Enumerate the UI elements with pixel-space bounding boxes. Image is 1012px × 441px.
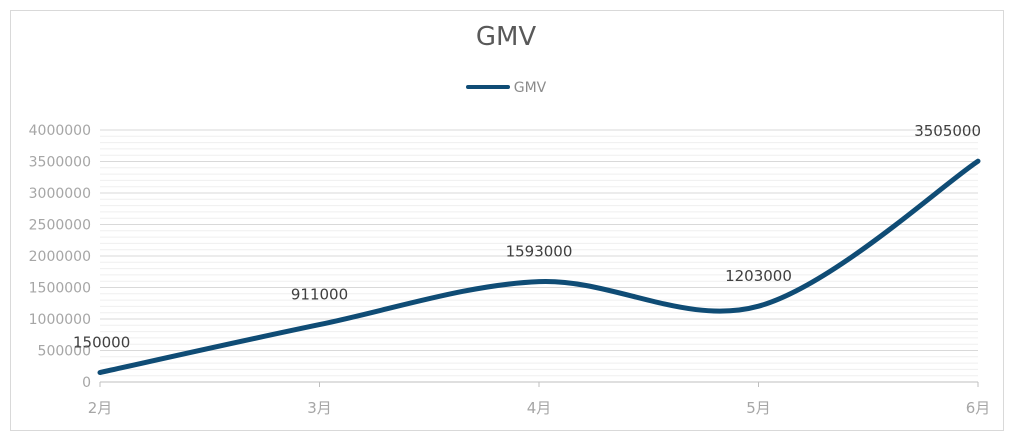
x-tick-label: 6月 [966, 399, 991, 417]
chart-frame [10, 10, 1004, 431]
grid-lines [99, 129, 979, 387]
chart-title: GMV [475, 22, 537, 52]
data-label: 1203000 [725, 267, 792, 285]
data-label: 3505000 [914, 122, 981, 140]
x-tick-label: 4月 [527, 399, 552, 417]
data-label: 1593000 [506, 243, 573, 261]
x-axis-labels: 2月 3月 4月 5月 6月 [88, 399, 991, 417]
data-label: 150000 [73, 334, 130, 352]
chart-legend: GMV [0, 80, 1012, 96]
series-group [97, 158, 981, 376]
legend-label: GMV [513, 80, 547, 96]
y-tick-label: 3500000 [29, 155, 91, 171]
y-axis-labels: 0 500000 1000000 1500000 2000000 2500000 30000… [29, 123, 91, 391]
x-tick-label: 2月 [88, 399, 113, 417]
series-line-gmv [97, 158, 981, 376]
y-tick-label: 2500000 [29, 218, 91, 234]
x-tick-label: 3月 [307, 399, 332, 417]
data-labels: 150000 911000 1593000 1203000 3505000 [73, 122, 981, 351]
x-tick-label: 5月 [746, 399, 771, 417]
y-tick-label: 500000 [38, 344, 91, 360]
y-tick-label: 0 [82, 375, 91, 391]
legend-swatch [465, 85, 510, 89]
y-tick-label: 1500000 [29, 281, 91, 297]
y-tick-label: 4000000 [29, 123, 91, 139]
data-label: 911000 [291, 286, 348, 304]
y-tick-label: 2000000 [29, 249, 91, 265]
y-tick-label: 1000000 [29, 312, 91, 328]
y-tick-label: 3000000 [29, 186, 91, 202]
